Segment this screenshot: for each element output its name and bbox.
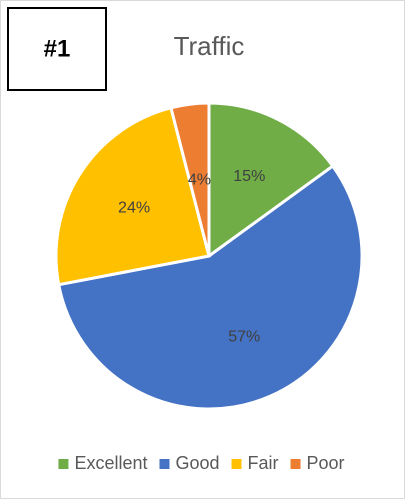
data-label: 15% — [233, 168, 265, 185]
badge-box — [7, 7, 107, 91]
legend-label: Excellent — [74, 453, 147, 473]
pie-slice — [56, 163, 364, 411]
badge: #1 — [44, 35, 71, 62]
data-label: 57% — [228, 329, 260, 346]
data-label: 4% — [188, 171, 211, 188]
pie-slice — [54, 105, 211, 287]
legend-label: Good — [175, 453, 219, 473]
pie-slice — [169, 101, 211, 257]
data-label: 24% — [118, 200, 150, 217]
legend-label: Fair — [248, 453, 279, 473]
legend-swatch — [159, 459, 170, 469]
pie-slice — [207, 101, 335, 259]
legend-label: Poor — [307, 453, 345, 473]
legend-swatch — [231, 459, 242, 469]
chart-title: Traffic — [174, 31, 245, 61]
legend-swatch — [290, 459, 301, 469]
legend-swatch — [58, 459, 69, 469]
